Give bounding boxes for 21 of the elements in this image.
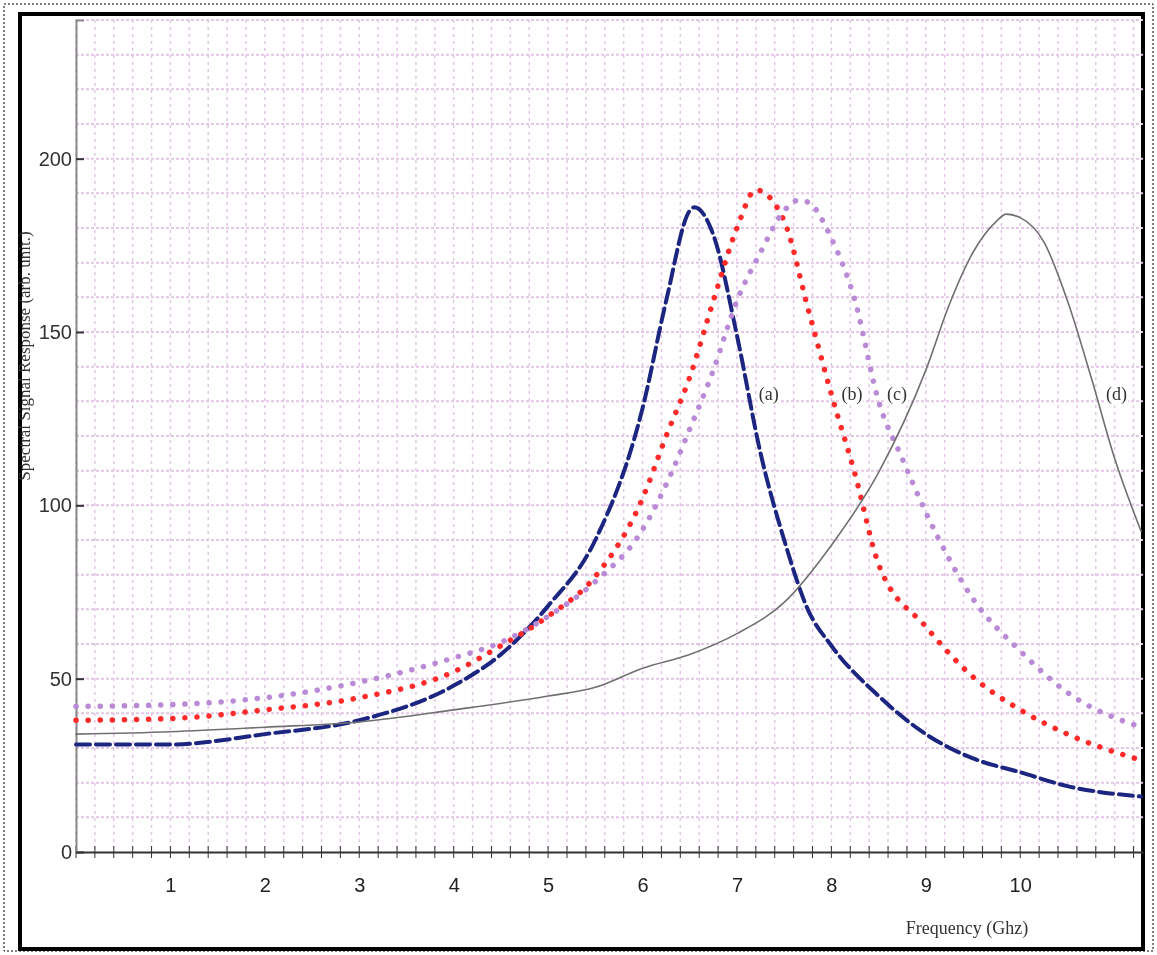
y-axis-title: Spectral Signal Response (arb. unit.) xyxy=(15,231,34,481)
x-tick-label: 3 xyxy=(354,874,366,897)
x-tick-label: 8 xyxy=(826,874,838,897)
y-tick-label: 150 xyxy=(38,320,72,343)
x-tick-label: 10 xyxy=(1009,874,1032,897)
series-label: (c) xyxy=(886,384,907,406)
x-tick-label: 2 xyxy=(259,874,271,897)
y-tick-label: 0 xyxy=(60,840,72,863)
y-tick-label: 50 xyxy=(49,667,72,690)
y-tick-label: 200 xyxy=(38,147,72,170)
series-label: (b) xyxy=(841,384,863,406)
x-tick-label: 7 xyxy=(731,874,744,897)
series-label: (d) xyxy=(1106,384,1128,406)
x-tick-label: 1 xyxy=(165,874,177,897)
x-axis-title: Frequency (Ghz) xyxy=(905,918,1029,939)
x-tick-label: 5 xyxy=(543,874,555,897)
y-tick-label: 100 xyxy=(38,494,72,517)
x-tick-label: 6 xyxy=(637,874,649,897)
series-label: (a) xyxy=(758,384,779,406)
x-tick-label: 9 xyxy=(920,874,932,897)
x-tick-label: 4 xyxy=(448,874,460,897)
